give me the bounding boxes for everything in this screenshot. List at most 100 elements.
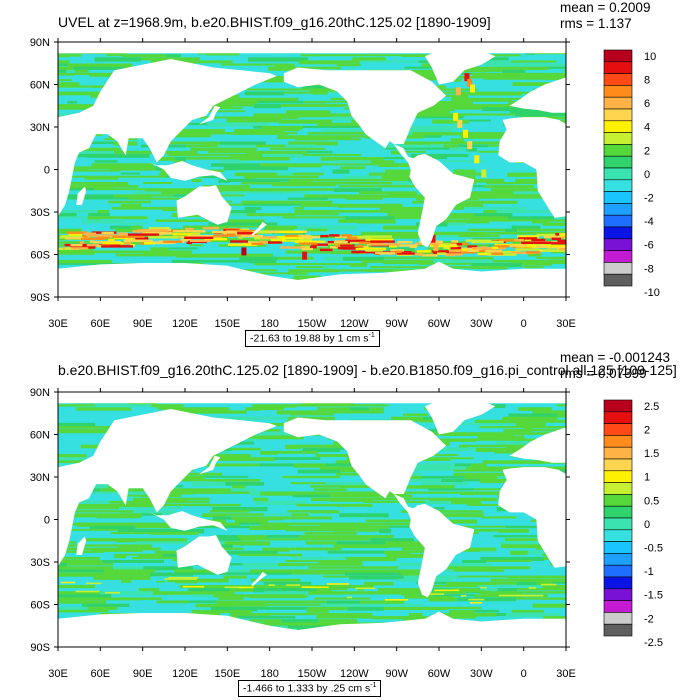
colorbar-swatch <box>603 411 633 424</box>
colorbar-swatch <box>603 529 633 542</box>
colorbar-label: -2.5 <box>644 637 663 649</box>
colorbar-swatch <box>603 144 633 157</box>
colorbar-swatch <box>603 458 633 472</box>
colorbar-swatch <box>603 612 633 625</box>
colorbar-label: 2 <box>644 425 650 437</box>
colorbar-swatch <box>603 132 633 145</box>
colorbar-label: -1 <box>644 566 654 578</box>
chart-panel-difference: b.e20.BHIST.f09_g16.20thC.125.02 [1890-1… <box>0 350 700 700</box>
contour-range-box: -21.63 to 19.88 by 1 cm s-1 <box>245 330 380 347</box>
colorbar-label: 0.5 <box>644 495 659 507</box>
colorbar-swatch <box>603 553 633 566</box>
colorbar-swatch <box>603 96 633 110</box>
colorbar: 10 8 6 4 2 0 -2 -4 -6 -8 -10 <box>603 49 660 299</box>
x-tick-label: 90E <box>133 318 153 330</box>
colorbar-swatch <box>603 262 633 275</box>
colorbar-label: 0 <box>644 169 650 181</box>
circumpolar-current-band <box>58 226 566 257</box>
y-tick-label: 60S <box>30 600 50 612</box>
x-tick-label: 180 <box>260 668 278 680</box>
y-tick-label: 60N <box>30 80 50 92</box>
colorbar-swatch <box>603 399 633 413</box>
map-plot: 90N 60N 30N 0 30S 60S 90S 30E 60E 90E 120E 150E 180 1… <box>30 37 660 330</box>
colorbar-swatch <box>603 588 633 601</box>
y-tick-label: 90N <box>30 387 50 399</box>
colorbar-swatch <box>603 73 633 86</box>
chart-title: UVEL at z=1968.9m, b.e20.BHIST.f09_g16.2… <box>58 14 491 30</box>
colorbar-swatch <box>603 446 633 460</box>
x-tick-label: 150W <box>298 668 327 680</box>
colorbar-swatch <box>603 120 633 133</box>
x-tick-label: 60E <box>91 668 111 680</box>
x-tick-label: 120W <box>340 318 369 330</box>
colorbar-swatch <box>603 85 633 98</box>
colorbar-swatch <box>603 494 633 507</box>
colorbar: 2.5 2 1.5 1 0.5 0 -0.5 -1 -1.5 -2 -2.5 <box>603 399 663 649</box>
colorbar-swatch <box>603 108 633 122</box>
x-tick-label: 180 <box>260 318 278 330</box>
contour-range-box: -1.466 to 1.333 by .25 cm s-1 <box>238 680 382 697</box>
x-tick-label: 90E <box>133 668 153 680</box>
colorbar-swatch <box>603 226 633 240</box>
colorbar-label: -10 <box>644 287 660 299</box>
colorbar-swatch <box>603 214 633 228</box>
chart-panel-uvel: UVEL at z=1968.9m, b.e20.BHIST.f09_g16.2… <box>30 0 660 347</box>
colorbar-swatch <box>603 482 633 495</box>
mean-label: mean = 0.2009 <box>560 0 651 15</box>
y-tick-label: 90N <box>30 37 50 49</box>
colorbar-label: 2 <box>644 145 650 157</box>
x-tick-label: 30E <box>48 668 68 680</box>
x-tick-label: 30W <box>470 318 493 330</box>
colorbar-label: 6 <box>644 98 650 110</box>
colorbar-swatch <box>603 250 633 263</box>
x-tick-label: 60W <box>428 668 451 680</box>
y-tick-label: 60S <box>30 250 50 262</box>
x-tick-label: 120E <box>172 318 198 330</box>
land-mask <box>58 42 566 297</box>
colorbar-swatch <box>603 623 633 637</box>
colorbar-swatch <box>603 179 633 192</box>
y-tick-label: 30S <box>30 207 50 219</box>
colorbar-label: 8 <box>644 75 650 87</box>
x-tick-label: 150E <box>214 318 240 330</box>
colorbar-swatch <box>603 273 633 287</box>
colorbar-label: 1 <box>644 472 650 484</box>
x-tick-label: 0 <box>521 668 527 680</box>
colorbar-swatch <box>603 470 633 483</box>
colorbar-label: 0 <box>644 519 650 531</box>
colorbar-label: -1.5 <box>644 590 663 602</box>
contour-range-text: -21.63 to 19.88 by 1 cm s <box>250 332 369 345</box>
colorbar-label: -0.5 <box>644 543 663 555</box>
colorbar-swatch <box>603 61 633 74</box>
colorbar-label: 4 <box>644 122 650 134</box>
colorbar-swatch <box>603 203 633 216</box>
colorbar-swatch <box>603 238 633 251</box>
mean-label: mean = -0.001243 <box>560 350 670 365</box>
colorbar-swatch <box>603 191 633 204</box>
map-area <box>58 392 566 647</box>
colorbar-swatch <box>603 49 633 63</box>
y-tick-label: 60N <box>30 430 50 442</box>
y-tick-label: 90S <box>30 292 50 304</box>
x-tick-label: 30E <box>556 668 576 680</box>
x-tick-label: 90W <box>385 668 408 680</box>
rms-label: rms = 0.07399 <box>560 366 647 381</box>
colorbar-label: -2 <box>644 193 654 205</box>
y-tick-label: 30N <box>30 472 50 484</box>
colorbar-swatch <box>603 600 633 613</box>
map-area <box>58 42 566 297</box>
colorbar-swatch <box>603 517 633 531</box>
contour-range-text: -1.466 to 1.333 by .25 cm s <box>243 682 371 695</box>
colorbar-swatch <box>603 576 633 590</box>
y-tick-label: 0 <box>44 165 50 177</box>
x-tick-label: 150W <box>298 318 327 330</box>
colorbar-swatch <box>603 167 633 181</box>
colorbar-label: 10 <box>644 51 656 63</box>
colorbar-label: -4 <box>644 216 654 228</box>
colorbar-swatch <box>603 564 633 578</box>
colorbar-label: -2 <box>644 613 654 625</box>
colorbar-label: 1.5 <box>644 448 659 460</box>
colorbar-swatch <box>603 435 633 448</box>
colorbar-swatch <box>603 423 633 436</box>
circumpolar-current-band <box>60 576 566 604</box>
